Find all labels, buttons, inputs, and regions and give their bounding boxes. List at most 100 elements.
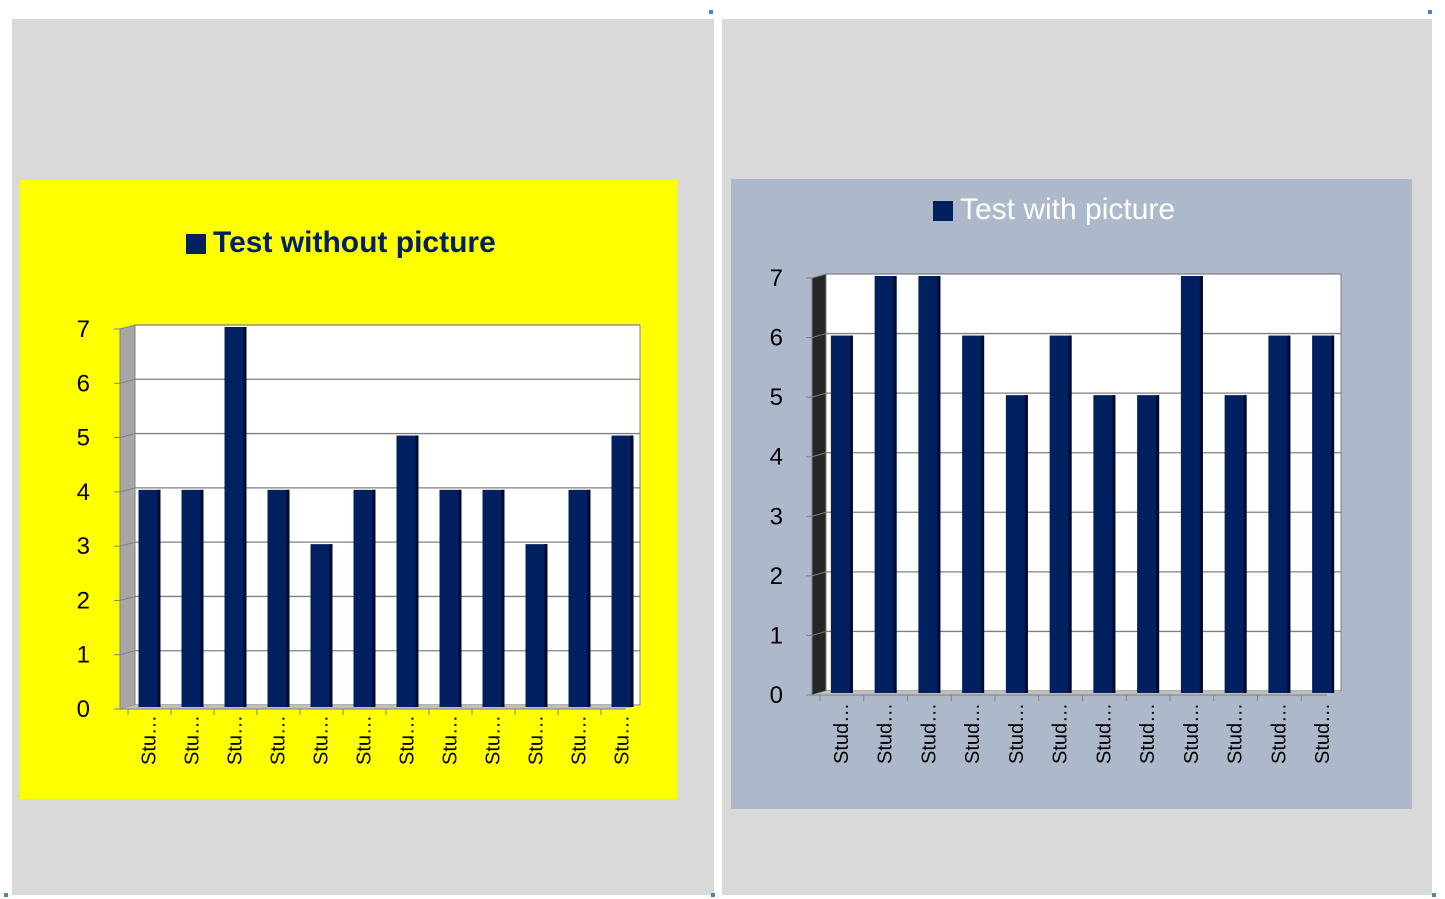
bar <box>1093 395 1116 693</box>
wall-gridline <box>811 630 827 636</box>
bar-shade <box>458 489 462 707</box>
bar-shade <box>329 544 333 707</box>
wall-gridline <box>811 571 827 577</box>
bar-shade <box>630 435 634 707</box>
bar-shade <box>1243 395 1247 693</box>
y-tick-label: 0 <box>770 682 783 709</box>
y-tick-label: 7 <box>77 316 90 343</box>
y-tick-label: 3 <box>770 503 783 530</box>
bar <box>396 435 419 707</box>
bar <box>310 544 333 707</box>
chart-without-picture[interactable]: Test without picture 0 1 2 3 4 5 6 7 Stu… Stu… Stu…… <box>20 180 677 799</box>
bar-shade <box>372 489 376 707</box>
wall-gridline <box>119 595 136 601</box>
wall-gridline <box>811 273 827 279</box>
y-tick-label: 4 <box>77 479 90 506</box>
resize-handle[interactable] <box>4 893 8 897</box>
x-category-label: Stu… <box>182 715 204 765</box>
wall-gridline <box>119 541 136 547</box>
x-category-label: Stu… <box>311 715 333 765</box>
bar <box>830 335 853 693</box>
chart-floor <box>812 691 1341 695</box>
bar <box>1049 335 1072 693</box>
y-tick-label: 3 <box>77 533 90 560</box>
x-category-label: Stud… <box>1093 703 1115 764</box>
bar-shade <box>981 335 985 693</box>
bar-shade <box>415 435 419 707</box>
bar-shade <box>1156 395 1160 693</box>
bar <box>525 544 548 707</box>
x-category-label: Stud… <box>875 703 897 764</box>
x-category-label: Stu… <box>225 715 247 765</box>
y-tick-label: 7 <box>770 265 783 292</box>
x-category-label: Stud… <box>918 703 940 764</box>
bar <box>1137 395 1160 693</box>
x-category-label: Stu… <box>483 715 505 765</box>
plot-area <box>134 324 641 706</box>
bar <box>267 489 290 707</box>
resize-handle[interactable] <box>711 893 715 897</box>
bar-shade <box>1287 335 1291 693</box>
legend-label: Test with picture <box>960 193 1175 226</box>
bar <box>1224 395 1247 693</box>
bar-shade <box>1199 276 1203 693</box>
wall-gridline <box>119 324 136 330</box>
x-category-label: Stu… <box>440 715 462 765</box>
wall-gridline <box>811 452 827 458</box>
wall-gridline <box>811 511 827 517</box>
x-category-label: Stud… <box>1050 703 1072 764</box>
bar-shade <box>849 335 853 693</box>
y-tick-label: 2 <box>770 563 783 590</box>
wall-gridline <box>119 487 136 493</box>
y-tick-label: 1 <box>770 622 783 649</box>
x-category-label: Stud… <box>1312 703 1334 764</box>
bar-shade <box>893 276 897 693</box>
x-category-label: Stu… <box>139 715 161 765</box>
y-tick-label: 0 <box>77 696 90 723</box>
x-category-label: Stud… <box>1137 703 1159 764</box>
legend-label: Test without picture <box>213 226 496 259</box>
chart-without-picture-svg: Test without picture 0 1 2 3 4 5 6 7 Stu… Stu… Stu…… <box>77 226 641 765</box>
resize-handle[interactable] <box>1428 10 1432 14</box>
x-category-label: Stu… <box>569 715 591 765</box>
bar-shade <box>243 327 247 707</box>
bar <box>181 489 204 707</box>
y-tick-label: 5 <box>770 384 783 411</box>
wall-gridline <box>811 392 827 398</box>
bar <box>224 327 247 707</box>
x-category-label: Stu… <box>397 715 419 765</box>
bar <box>568 489 591 707</box>
x-category-label: Stud… <box>1006 703 1028 764</box>
x-category-label: Stu… <box>354 715 376 765</box>
bar <box>962 335 985 693</box>
bar <box>353 489 376 707</box>
y-tick-label: 1 <box>77 642 90 669</box>
resize-handle[interactable] <box>709 10 713 14</box>
wall-gridline <box>119 433 136 439</box>
chart-with-picture[interactable]: Test with picture 0 1 2 3 4 5 6 7 Stud… Stud… Stud…… <box>731 179 1412 809</box>
wall-gridline <box>119 378 136 384</box>
bar <box>1005 395 1028 693</box>
x-category-label: Stu… <box>612 715 634 765</box>
bar-shade <box>286 489 290 707</box>
bar <box>138 489 161 707</box>
y-tick-label: 4 <box>770 444 783 471</box>
bar-shade <box>157 489 161 707</box>
resize-handle[interactable] <box>1432 893 1436 897</box>
bar-shade <box>1331 335 1335 693</box>
bar <box>1180 276 1203 693</box>
x-category-label: Stud… <box>962 703 984 764</box>
chart-with-picture-svg: Test with picture 0 1 2 3 4 5 6 7 Stud… Stud… Stud…… <box>770 193 1342 764</box>
y-tick-label: 5 <box>77 425 90 452</box>
bar-shade <box>501 489 505 707</box>
wall-gridline <box>811 333 827 339</box>
legend-swatch <box>186 234 206 254</box>
y-tick-label: 6 <box>770 325 783 352</box>
x-category-label: Stud… <box>831 703 853 764</box>
bar <box>1268 335 1291 693</box>
bar <box>874 276 897 693</box>
bar-shade <box>200 489 204 707</box>
wall-gridline <box>119 650 136 656</box>
plot-area <box>825 273 1342 692</box>
bar-shade <box>937 276 941 693</box>
